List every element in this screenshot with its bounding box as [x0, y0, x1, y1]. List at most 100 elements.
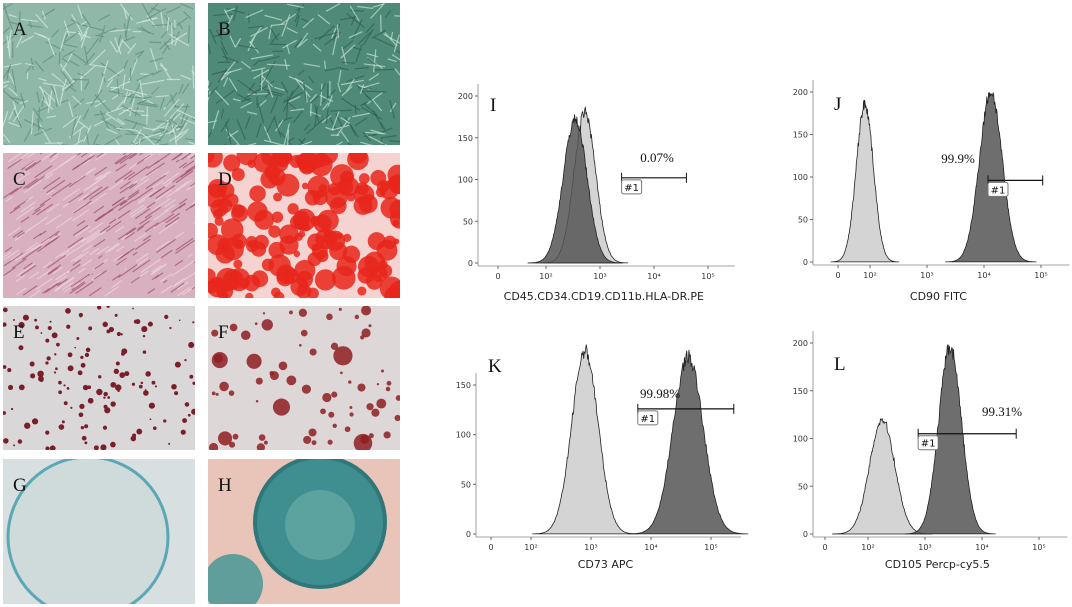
- droplet: [132, 307, 134, 310]
- cell: [23, 262, 33, 270]
- cell: [244, 115, 251, 129]
- droplet: [371, 408, 380, 417]
- y-tick-label: 150: [458, 134, 473, 143]
- droplet: [84, 424, 89, 429]
- cell: [53, 85, 60, 105]
- cell: [186, 183, 195, 191]
- stain: [367, 232, 386, 251]
- cell: [160, 249, 173, 259]
- cell: [4, 195, 14, 203]
- cell: [372, 99, 383, 112]
- cell: [332, 124, 350, 131]
- cell: [106, 79, 114, 88]
- droplet: [246, 353, 262, 369]
- droplet: [7, 368, 12, 373]
- droplet: [84, 352, 90, 358]
- stain: [370, 169, 387, 186]
- y-tick-label: 200: [793, 339, 808, 348]
- droplet: [56, 342, 60, 347]
- cell: [77, 128, 82, 143]
- droplet: [163, 419, 167, 423]
- cell: [128, 162, 138, 170]
- cell: [155, 95, 169, 98]
- cell: [129, 94, 136, 117]
- cell: [99, 171, 112, 180]
- cell: [347, 142, 353, 145]
- droplet: [103, 404, 108, 409]
- cell: [352, 46, 363, 51]
- cell: [95, 208, 114, 222]
- stain: [251, 270, 269, 288]
- cell: [281, 14, 291, 37]
- gate-percent: 99.98%: [640, 386, 680, 401]
- cell: [63, 32, 69, 42]
- cell: [129, 153, 138, 160]
- cell: [8, 105, 17, 120]
- cell: [86, 229, 104, 242]
- cell: [106, 106, 124, 114]
- cell: [149, 186, 166, 198]
- cell: [190, 203, 195, 208]
- cell: [354, 66, 369, 70]
- cell: [47, 267, 59, 276]
- stain: [310, 215, 321, 227]
- cell: [303, 82, 307, 101]
- cell: [370, 129, 384, 135]
- cell: [140, 73, 150, 76]
- cell: [338, 70, 342, 83]
- panel-label: F: [218, 322, 229, 343]
- cell: [44, 281, 62, 294]
- cell: [30, 57, 34, 71]
- cell: [357, 31, 372, 45]
- cell: [128, 165, 149, 181]
- droplet: [135, 319, 141, 325]
- micrograph: H: [208, 459, 400, 604]
- cell: [41, 261, 53, 269]
- droplet: [119, 372, 126, 378]
- y-tick-label: 100: [458, 176, 473, 185]
- droplet: [96, 388, 103, 396]
- stain: [289, 214, 305, 230]
- cell: [71, 13, 83, 35]
- cell: [46, 189, 55, 195]
- cell: [124, 231, 135, 240]
- stain: [221, 291, 229, 298]
- cell: [259, 74, 263, 88]
- stain: [251, 241, 267, 257]
- cell: [119, 126, 135, 134]
- droplet: [361, 306, 372, 316]
- cell: [72, 78, 90, 81]
- cell: [166, 16, 170, 32]
- gate-label: #1: [640, 414, 655, 425]
- cell: [303, 123, 311, 131]
- cell: [80, 31, 88, 48]
- cell: [138, 138, 141, 145]
- droplet: [228, 390, 235, 396]
- cell: [27, 24, 43, 29]
- droplet: [18, 321, 25, 329]
- cell: [136, 225, 145, 232]
- cell: [298, 38, 308, 47]
- cell: [9, 21, 20, 26]
- cell: [34, 238, 51, 250]
- cell: [149, 48, 158, 70]
- stain: [315, 228, 337, 250]
- cell: [366, 53, 379, 58]
- cell: [88, 63, 106, 68]
- cell: [384, 9, 392, 18]
- cell: [20, 18, 38, 22]
- cell: [62, 187, 81, 201]
- cell: [260, 68, 263, 91]
- droplet: [219, 381, 229, 392]
- cell: [383, 33, 400, 44]
- cell: [214, 89, 230, 106]
- droplet: [30, 373, 36, 379]
- cell: [160, 285, 173, 294]
- cell: [220, 70, 232, 81]
- cell: [149, 57, 164, 63]
- droplet: [143, 390, 149, 396]
- cell: [245, 9, 264, 19]
- droplet: [115, 361, 120, 366]
- cell: [55, 98, 58, 107]
- cell: [47, 90, 53, 113]
